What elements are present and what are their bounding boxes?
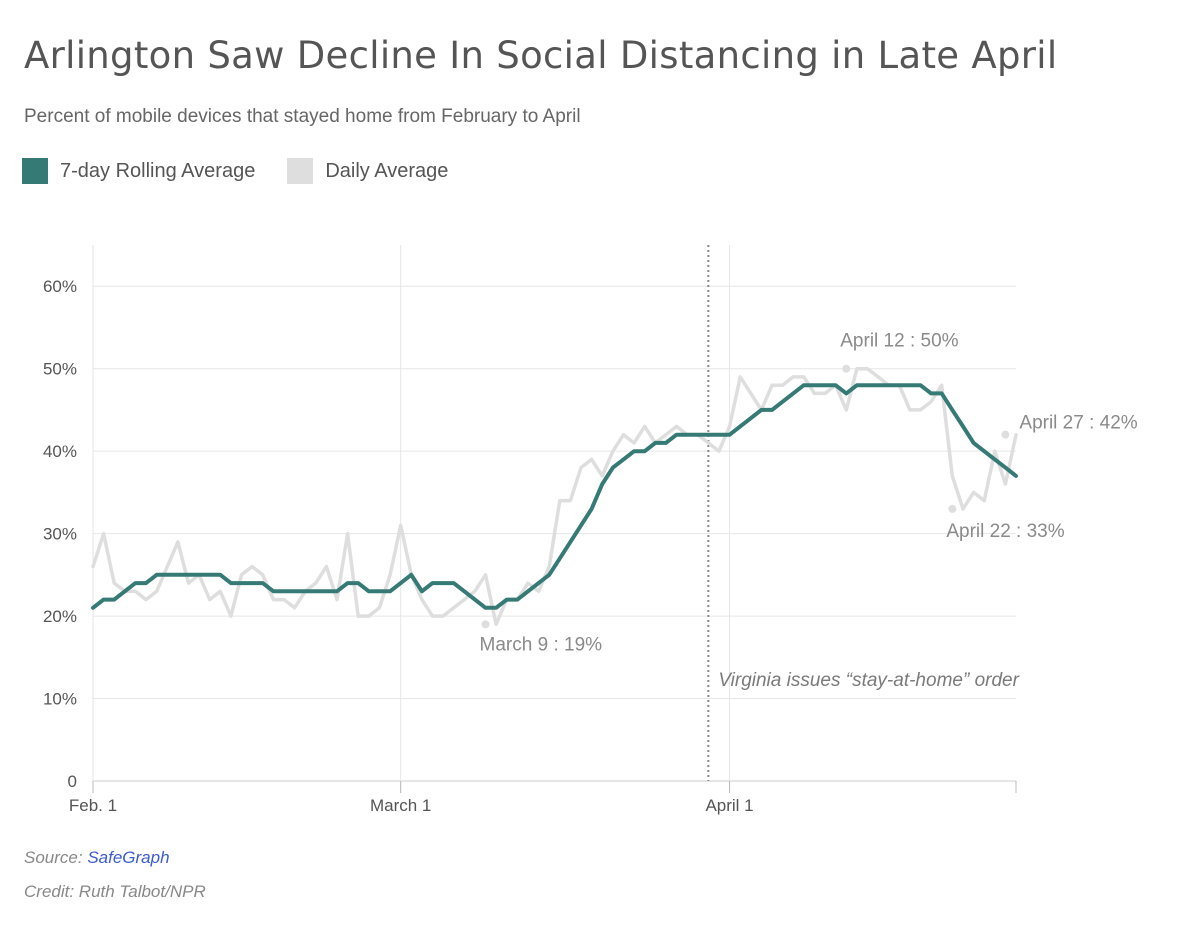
y-tick-label: 0 (68, 772, 77, 791)
y-tick-label: 20% (43, 607, 77, 626)
annotation-dot (842, 364, 851, 373)
y-tick-label: 40% (43, 442, 77, 461)
legend-label-rolling: 7-day Rolling Average (60, 159, 256, 182)
legend-swatch-daily (287, 158, 314, 184)
annotation-dot (948, 504, 957, 513)
x-tick-label: Feb. 1 (69, 796, 117, 815)
legend-item-rolling: 7-day Rolling Average (22, 158, 255, 184)
series-line-rolling-average (91, 383, 1018, 610)
source-link[interactable]: SafeGraph (87, 848, 170, 867)
annotation-label: April 27 : 42% (1019, 413, 1137, 434)
source-line: Source: SafeGraph (24, 848, 170, 868)
annotation-dot (481, 620, 490, 629)
y-tick-label: 30% (43, 525, 77, 544)
y-tick-label: 60% (43, 277, 77, 296)
series-line-daily-average (91, 366, 1018, 627)
chart-lines (91, 366, 1018, 627)
annotation-label: April 12 : 50% (840, 331, 958, 352)
y-axis-labels: 0 10% 20% 30% 40% 50% 60% (43, 277, 77, 791)
legend: 7-day Rolling Average Daily Average (22, 158, 480, 184)
chart-grid (92, 245, 1017, 793)
x-axis-labels: Feb. 1 March 1 April 1 (69, 796, 754, 815)
legend-item-daily: Daily Average (287, 158, 448, 184)
x-tick-label: April 1 (705, 796, 753, 815)
legend-label-daily: Daily Average (325, 159, 449, 182)
legend-swatch-rolling (22, 158, 48, 184)
chart-title: Arlington Saw Decline In Social Distanci… (24, 34, 1058, 77)
x-tick-label: March 1 (370, 796, 431, 815)
chart-subtitle: Percent of mobile devices that stayed ho… (24, 106, 581, 127)
event-marker: Virginia issues “stay-at-home” order (707, 245, 1020, 781)
event-label: Virginia issues “stay-at-home” order (718, 670, 1019, 691)
y-tick-label: 10% (43, 690, 77, 709)
annotation-label: April 22 : 33% (946, 521, 1064, 542)
annotation-dot (1001, 430, 1010, 439)
y-tick-label: 50% (43, 360, 77, 379)
annotation-label: March 9 : 19% (480, 634, 603, 655)
credit-line: Credit: Ruth Talbot/NPR (24, 882, 206, 901)
chart-annotations: March 9 : 19% April 12 : 50% April 22 : 33… (480, 331, 1138, 656)
source-prefix: Source: (24, 848, 88, 867)
